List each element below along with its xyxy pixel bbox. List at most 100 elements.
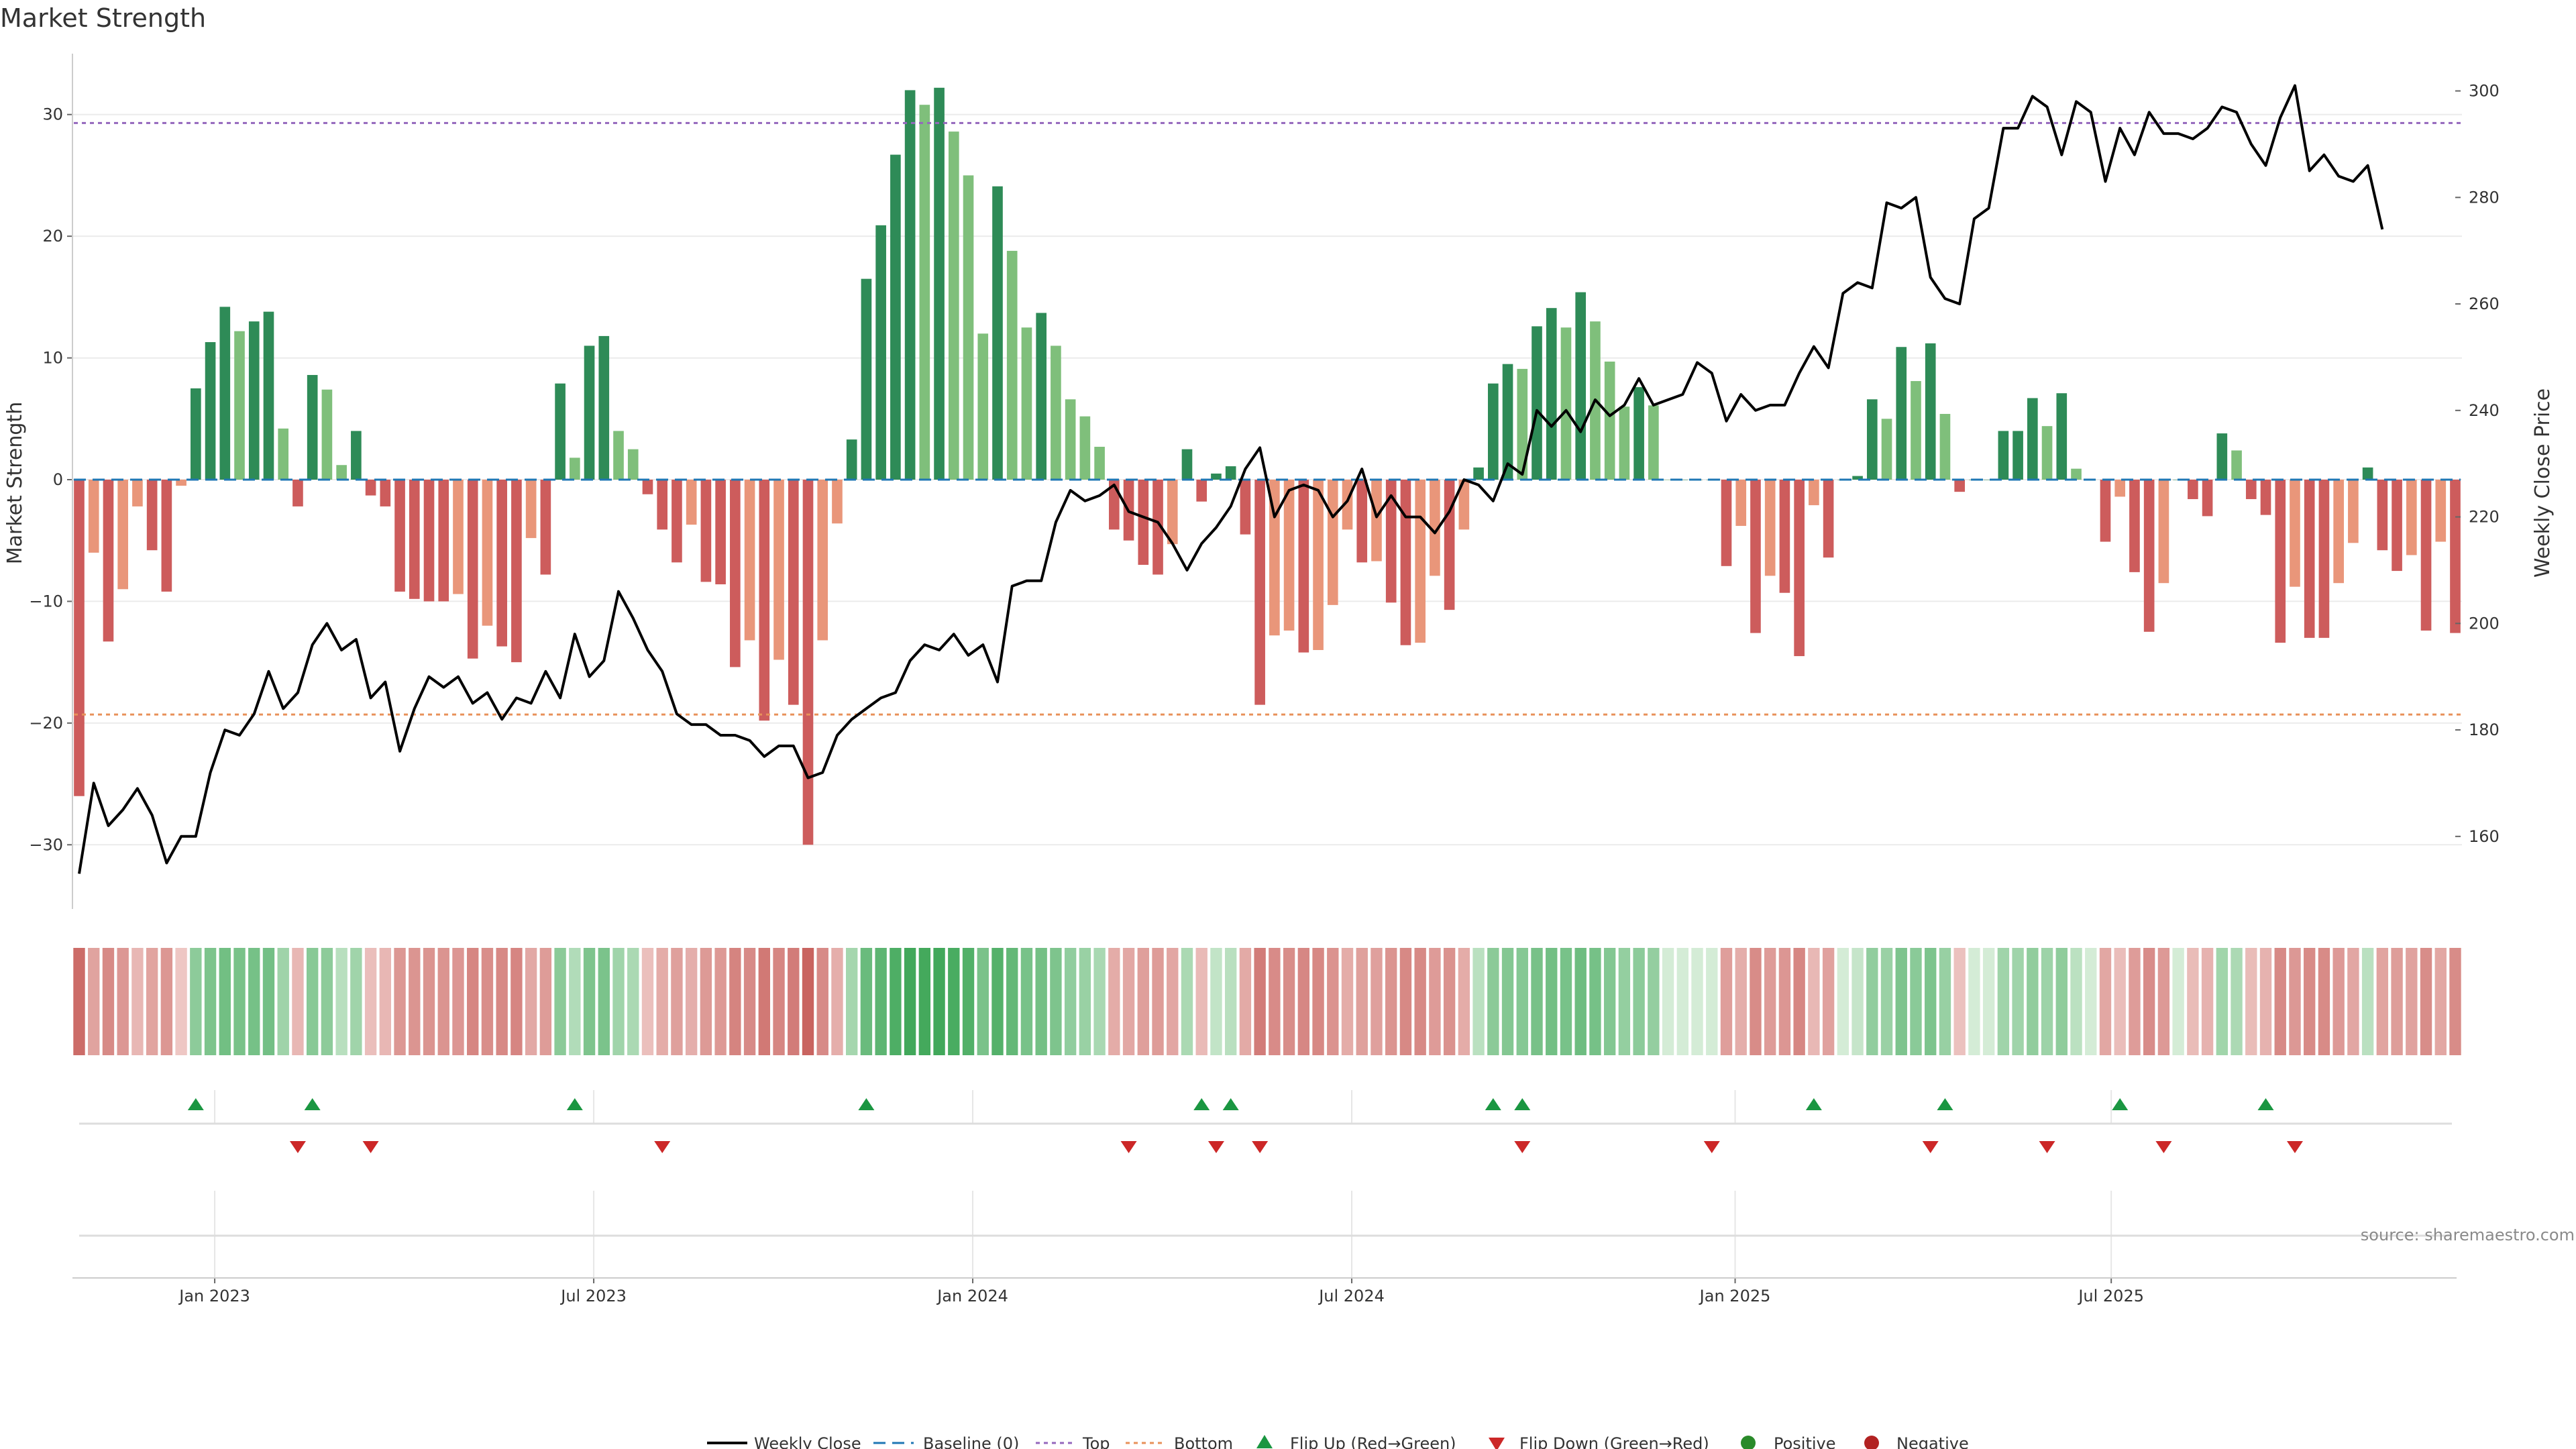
strength-bar: [117, 480, 129, 590]
heat-cell: [1837, 948, 1849, 1055]
heat-cell: [1167, 948, 1179, 1055]
strength-bar: [584, 345, 595, 480]
strength-bar: [817, 480, 828, 641]
strength-bar: [234, 331, 245, 480]
heat-cell: [496, 948, 508, 1055]
strength-bar: [1502, 364, 1513, 480]
strength-bar: [613, 431, 624, 480]
heat-cell: [1137, 948, 1149, 1055]
flip-down-marker: [1252, 1141, 1269, 1153]
heat-cell: [656, 948, 668, 1055]
strength-bar: [540, 480, 551, 575]
heat-cell: [2099, 948, 2112, 1055]
heat-cell: [1050, 948, 1062, 1055]
strength-bar: [146, 480, 158, 551]
strength-bar: [1911, 381, 1921, 480]
heat-cell: [88, 948, 100, 1055]
strength-bar: [686, 480, 697, 525]
heat-cell: [1399, 948, 1412, 1055]
flip-down-marker: [362, 1141, 379, 1153]
heat-cell: [131, 948, 144, 1055]
heat-cell: [379, 948, 392, 1055]
heat-cell: [233, 948, 246, 1055]
strength-bar: [2143, 480, 2155, 632]
heat-cell: [700, 948, 712, 1055]
right-tick-label: 220: [2469, 508, 2500, 527]
strength-bar: [74, 480, 85, 796]
strength-bar: [2275, 480, 2286, 643]
strength-bar: [2071, 468, 2082, 480]
heat-cell: [1648, 948, 1660, 1055]
strength-bar: [1356, 480, 1368, 563]
flip-up-marker: [304, 1098, 321, 1110]
heat-cell: [1210, 948, 1222, 1055]
strength-bar: [1254, 480, 1265, 705]
heat-cell: [2259, 948, 2272, 1055]
date-tick-label: Jul 2025: [2077, 1287, 2144, 1305]
right-tick-label: 260: [2469, 294, 2500, 313]
legend-baseline-label: Baseline (0): [923, 1434, 1019, 1449]
heat-cell: [539, 948, 552, 1055]
strength-bar: [2114, 480, 2126, 497]
strength-bar: [1269, 480, 1280, 636]
left-tick-label: −10: [29, 592, 63, 610]
heat-cell: [350, 948, 362, 1055]
flip-up-marker: [1193, 1098, 1210, 1110]
strength-bar: [963, 175, 974, 480]
strength-bar: [773, 480, 784, 660]
heat-cell: [1589, 948, 1601, 1055]
heat-cell: [1546, 948, 1558, 1055]
heat-cell: [1254, 948, 1266, 1055]
heat-cell: [2449, 948, 2461, 1055]
heat-cell: [452, 948, 464, 1055]
flip-up-marker: [187, 1098, 204, 1110]
strength-bar: [176, 480, 186, 486]
date-tick-label: Jan 2024: [936, 1287, 1008, 1305]
flip-up-marker: [566, 1098, 583, 1110]
strength-bar: [890, 154, 901, 480]
strength-bar: [1619, 407, 1630, 480]
strength-bar: [2318, 480, 2330, 638]
right-axis-label: Weekly Close Price: [2531, 388, 2555, 578]
strength-bar: [1532, 326, 1542, 480]
strength-bar: [1939, 414, 1951, 480]
heat-cell: [1224, 948, 1237, 1055]
heat-cell: [423, 948, 435, 1055]
strength-bar: [2216, 433, 2228, 480]
strength-bar: [2450, 480, 2461, 633]
strength-bar: [642, 480, 653, 494]
strength-bar: [1430, 480, 1440, 576]
heat-cell: [437, 948, 449, 1055]
strength-bar: [1094, 447, 1105, 480]
strength-bar: [1152, 480, 1163, 575]
strength-bar: [715, 480, 726, 585]
chart-title: Market Strength: [0, 3, 206, 33]
legend-top-label: Top: [1082, 1434, 1110, 1449]
heat-cell: [2434, 948, 2447, 1055]
strength-bar: [423, 480, 435, 602]
flip-up-marker: [1222, 1098, 1239, 1110]
heat-cell: [335, 948, 347, 1055]
strength-bar: [1458, 480, 1470, 530]
strength-bar: [2231, 450, 2242, 480]
heat-cell: [2391, 948, 2403, 1055]
heat-cell: [933, 948, 945, 1055]
heat-cell: [860, 948, 873, 1055]
heat-cell: [1122, 948, 1135, 1055]
flip-down-marker: [289, 1141, 306, 1153]
strength-bar: [1575, 292, 1587, 480]
heat-cell: [2406, 948, 2418, 1055]
strength-bar: [438, 480, 449, 602]
strength-bar: [904, 90, 916, 480]
heat-cell: [1982, 948, 1995, 1055]
heat-cell: [1472, 948, 1485, 1055]
flip-up-marker: [858, 1098, 875, 1110]
heat-cell: [2376, 948, 2389, 1055]
heat-cell: [758, 948, 771, 1055]
strength-bar: [511, 480, 522, 663]
flip-down-marker: [1208, 1141, 1224, 1153]
right-axis-ticks: 300 280 260 240 220 200 180 160: [2455, 82, 2500, 846]
strength-bar: [1881, 419, 1892, 480]
heat-cell: [816, 948, 828, 1055]
strength-bar: [1196, 480, 1208, 502]
